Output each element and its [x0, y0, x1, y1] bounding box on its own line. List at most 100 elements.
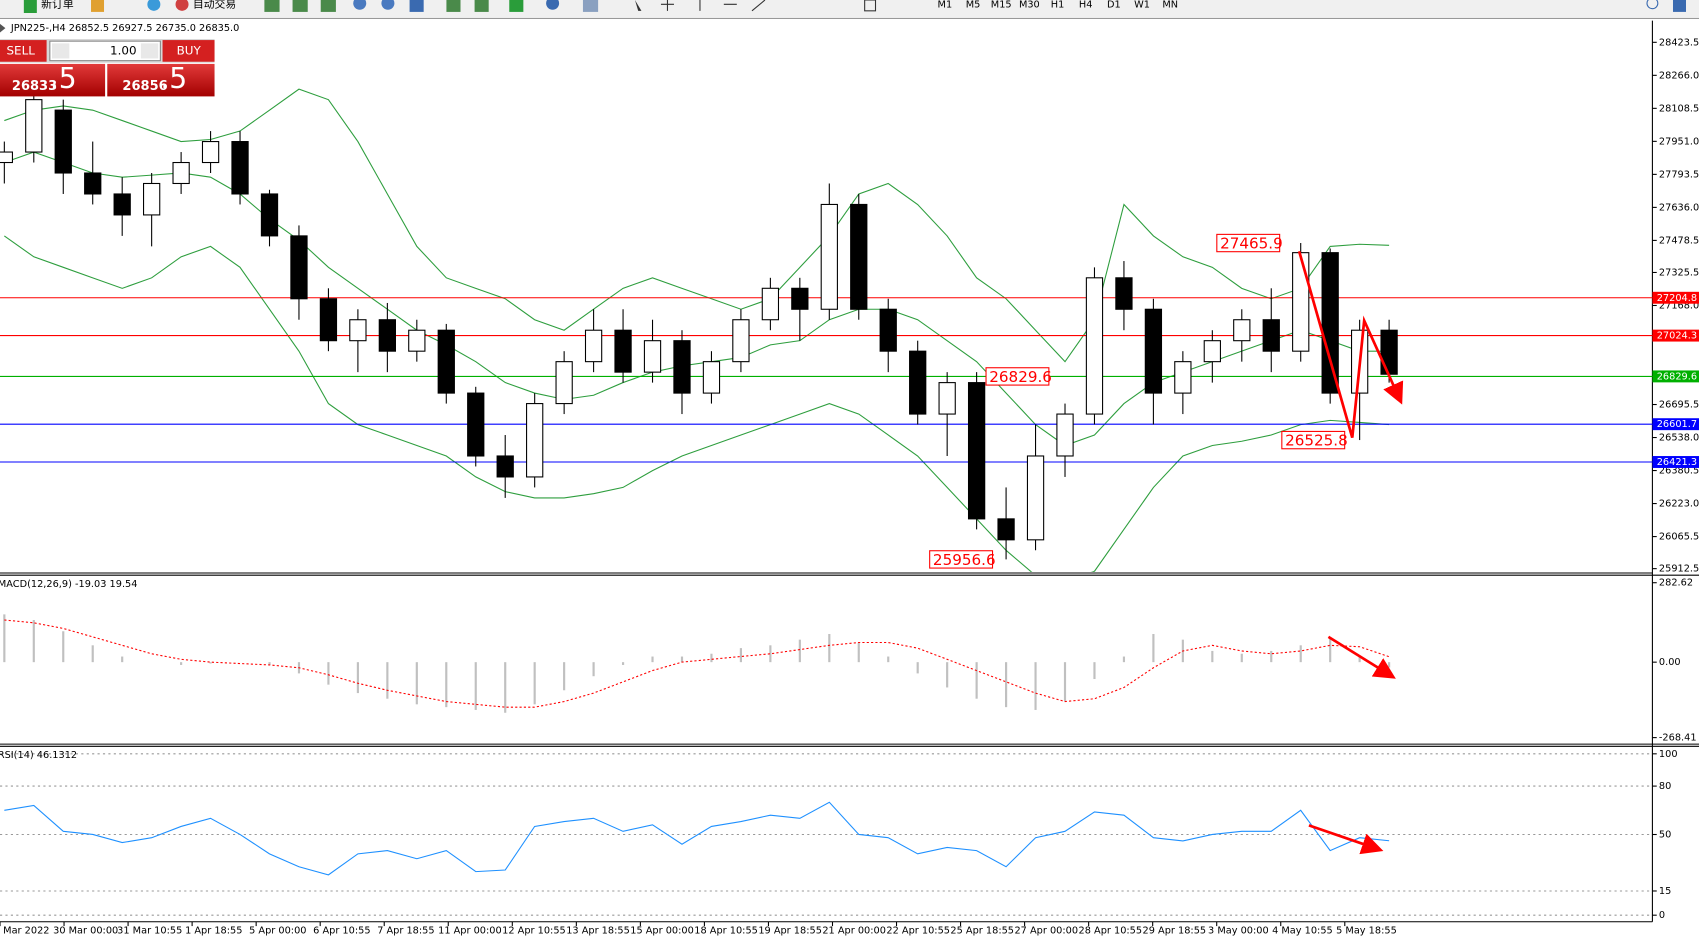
- new-order-button[interactable]: 新订单: [41, 0, 74, 10]
- candle-body: [1262, 319, 1280, 352]
- tool-icon[interactable]: [91, 0, 105, 12]
- y-tick-label: 27793.5: [1659, 169, 1699, 180]
- timeframe-button[interactable]: M30: [1019, 0, 1040, 10]
- buy-button[interactable]: [162, 40, 215, 62]
- auto-trading-icon[interactable]: [175, 0, 189, 11]
- level-label: 26829.6: [1657, 371, 1697, 382]
- level-label: 27204.8: [1657, 293, 1697, 304]
- auto-trading-button[interactable]: 自动交易: [193, 0, 236, 10]
- y-tick-label: 100: [1659, 749, 1678, 760]
- candle-body: [673, 340, 691, 394]
- candle-body: [408, 329, 426, 352]
- candle-body: [643, 340, 662, 373]
- x-tick-label: 15 Apr 00:00: [630, 925, 694, 936]
- tool-icon[interactable]: [264, 0, 280, 12]
- search[interactable]: [1646, 0, 1659, 10]
- macd-pane: [3, 614, 1391, 713]
- toolbar-bg: [0, 0, 1699, 18]
- price-annotation-box: [985, 367, 1050, 386]
- bollinger-lower: [4, 235, 1390, 572]
- zoom-out[interactable]: [381, 0, 395, 10]
- sell-label[interactable]: SELL: [7, 43, 36, 57]
- candle-body: [555, 361, 573, 405]
- timeframe-button[interactable]: M5: [966, 0, 981, 10]
- candle-body: [0, 151, 13, 164]
- y-tick-label: 282.62: [1659, 578, 1693, 589]
- bid-price-big[interactable]: .5: [50, 62, 77, 95]
- lots-value[interactable]: 1.00: [110, 43, 137, 57]
- timeframe-button[interactable]: H1: [1051, 0, 1065, 10]
- rsi-line: [4, 801, 1390, 876]
- candle-body: [1115, 277, 1133, 310]
- timeframe-button[interactable]: H4: [1079, 0, 1093, 10]
- lots-down[interactable]: [52, 43, 70, 59]
- price-annotation-box: [929, 550, 994, 569]
- x-tick-label: 7 Apr 18:55: [377, 925, 434, 936]
- lots-input[interactable]: [49, 40, 161, 62]
- candle-body: [967, 382, 986, 520]
- timeframe-button[interactable]: W1: [1134, 0, 1150, 10]
- tool-icon[interactable]: [509, 0, 524, 12]
- y-tick-label: 28108.5: [1659, 103, 1699, 114]
- chart-title: JPN225-,H4 26852.5 26927.5 26735.0 26835…: [10, 23, 240, 34]
- tool-icon[interactable]: [474, 0, 489, 12]
- chart-bg: [0, 20, 1699, 938]
- candle-body: [1380, 329, 1398, 375]
- text-tool[interactable]: [864, 0, 877, 12]
- tool-icon[interactable]: [147, 0, 161, 11]
- new-order-icon[interactable]: [23, 0, 37, 13]
- candle-body: [231, 141, 249, 195]
- candle-body: [584, 329, 603, 363]
- drawn-arrows: [1297, 250, 1404, 855]
- x-tick-label: 5 May 18:55: [1336, 925, 1397, 936]
- candle-body: [496, 455, 514, 478]
- tool-icon[interactable]: [292, 0, 308, 12]
- y-tick-label: 26380.5: [1659, 466, 1699, 477]
- tool-icon[interactable]: [1672, 0, 1686, 12]
- timeframe-button[interactable]: M15: [991, 0, 1012, 10]
- timeframe-button[interactable]: MN: [1162, 0, 1178, 10]
- bid-box[interactable]: [0, 63, 106, 97]
- y-tick-label: 0: [1659, 910, 1665, 921]
- candle-body: [1292, 252, 1310, 352]
- candle-body: [526, 403, 544, 478]
- candle-body: [143, 182, 161, 216]
- candle-body: [614, 329, 632, 373]
- price-annotation: 26525.8: [1285, 432, 1348, 450]
- candle-body: [1144, 308, 1163, 394]
- lots-up[interactable]: [140, 43, 159, 59]
- y-tick-label: 26223.0: [1659, 499, 1699, 510]
- x-tick-label: 30 Mar 00:00: [53, 925, 118, 936]
- line-tools[interactable]: [699, 0, 766, 12]
- y-tick-label: 28266.0: [1659, 70, 1699, 81]
- x-tick-label: 25 Apr 18:55: [950, 925, 1014, 936]
- ask-box[interactable]: [107, 63, 215, 97]
- tool-icon[interactable]: [546, 0, 560, 10]
- x-tick-label: 13 Apr 18:55: [566, 925, 630, 936]
- candle-body: [201, 141, 220, 164]
- timeframe-button[interactable]: D1: [1107, 0, 1121, 10]
- main-pane: [0, 88, 1653, 572]
- y-tick-label: 15: [1659, 886, 1671, 897]
- candle-body: [938, 382, 956, 415]
- tool-icon[interactable]: [582, 0, 599, 12]
- tool-icon[interactable]: [409, 0, 424, 12]
- sell-button[interactable]: [0, 40, 47, 62]
- ask-price-big[interactable]: .5: [160, 62, 187, 95]
- symbol-icon: [0, 23, 6, 33]
- tool-icon[interactable]: [320, 0, 336, 12]
- ask-price[interactable]: 26856: [122, 79, 167, 94]
- candle-body: [732, 319, 750, 363]
- buy-label[interactable]: BUY: [177, 43, 202, 57]
- bollinger-upper: [4, 88, 1390, 363]
- tool-icon[interactable]: [446, 0, 461, 12]
- candle-body: [761, 287, 780, 321]
- candle-body: [791, 287, 809, 310]
- zoom-in[interactable]: [353, 0, 367, 10]
- timeframe-button[interactable]: M1: [938, 0, 953, 10]
- bid-price[interactable]: 26833: [12, 79, 57, 94]
- candle-body: [172, 161, 190, 185]
- candle-body: [702, 361, 721, 394]
- y-tick-label: 80: [1659, 781, 1671, 792]
- crosshair-tool[interactable]: [660, 0, 674, 11]
